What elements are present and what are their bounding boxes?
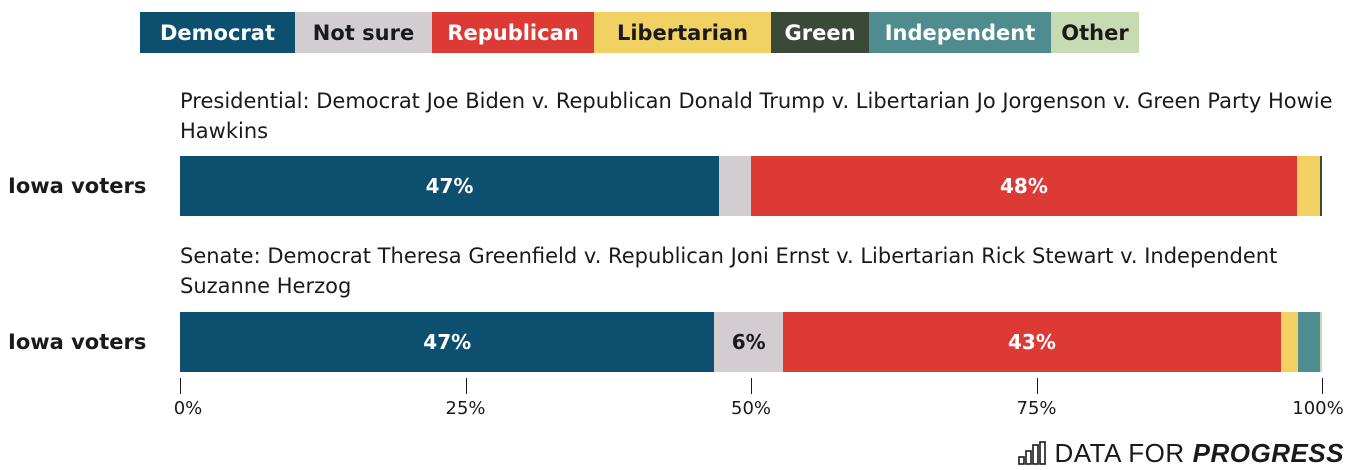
data-label: 47%: [423, 330, 472, 354]
x-tick-label: 75%: [1016, 398, 1057, 419]
x-tick: [1322, 378, 1323, 394]
bar-chart-logo-icon: [1018, 441, 1047, 465]
bar-segment-democrat: [180, 156, 720, 216]
legend-item-green: Green: [771, 12, 869, 53]
data-label: 43%: [1007, 330, 1056, 354]
bar-presidential: 47% 48%: [180, 156, 1322, 216]
data-label: 47%: [425, 174, 474, 198]
bar-segment-not-sure: [719, 156, 751, 216]
x-tick: [751, 378, 752, 394]
brand-text-bold: PROGRESS: [1192, 437, 1344, 468]
bar-segment-green: [1319, 156, 1322, 216]
bar-segment-libertarian: [1280, 312, 1298, 372]
x-tick-label: 0%: [173, 398, 203, 419]
x-tick-label: 25%: [445, 398, 486, 419]
bar-segment-republican: [782, 312, 1281, 372]
legend-item-other: Other: [1051, 12, 1139, 53]
bar-segment-republican: [751, 156, 1297, 216]
legend-item-independent: Independent: [869, 12, 1051, 53]
brand-logo: DATA FOR PROGRESS: [1018, 438, 1344, 468]
x-tick-label: 100%: [1292, 398, 1344, 419]
legend-item-democrat: Democrat: [140, 12, 295, 53]
bar-segment-independent: [1298, 312, 1320, 372]
legend-item-libertarian: Libertarian: [594, 12, 771, 53]
x-tick: [1036, 378, 1038, 394]
x-tick-label: 50%: [730, 398, 772, 419]
bar-segment-democrat: [180, 312, 715, 372]
bar-senate: 47% 6% 43%: [180, 312, 1322, 372]
data-label: 6%: [731, 330, 766, 354]
legend-item-not-sure: Not sure: [295, 12, 432, 53]
x-tick: [180, 378, 181, 394]
data-label: 48%: [1000, 174, 1048, 198]
bar-segment-not-sure: [714, 312, 783, 372]
bar-segment-other: [1319, 312, 1322, 372]
row-label-presidential: Iowa voters: [8, 174, 147, 198]
chart-title-senate: Senate: Democrat Theresa Greenfield v. R…: [180, 244, 1278, 298]
legend: Democrat Not sure Republican Libertarian Gre…: [140, 12, 1139, 53]
bar-segment-libertarian: [1296, 156, 1320, 216]
brand-text-light: DATA FOR: [1054, 437, 1185, 468]
legend-item-republican: Republican: [432, 12, 594, 53]
chart-title-presidential: Presidential: Democrat Joe Biden v. Repu…: [180, 89, 1333, 143]
row-label-senate: Iowa voters: [8, 330, 147, 354]
x-axis: 0% 25% 50% 75% 100%: [174, 378, 1344, 419]
x-tick: [465, 378, 467, 394]
